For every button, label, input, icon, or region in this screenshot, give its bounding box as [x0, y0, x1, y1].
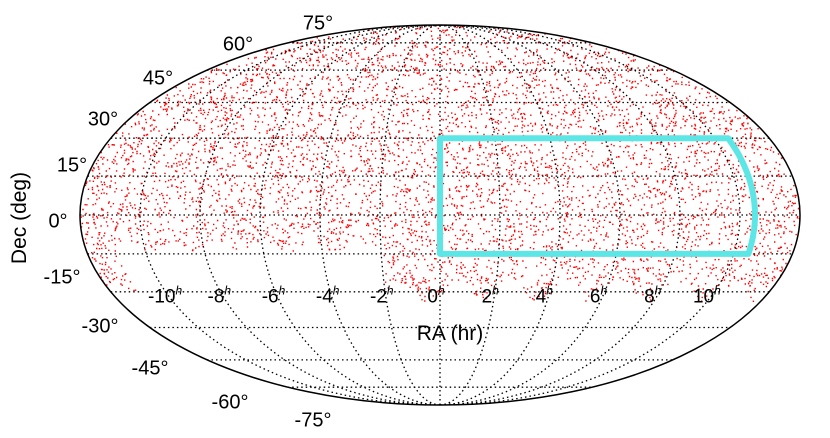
x-axis-title: RA (hr): [417, 322, 484, 345]
coordinate-grid: [80, 25, 800, 405]
dec-tick-labels: 75° 60° 45° 30° 15° 0° -15° -30° -45° -60° -75°: [44, 12, 334, 431]
dec-tick-label: -60°: [212, 391, 249, 413]
ra-tick-label: 4h: [536, 284, 554, 308]
dec-tick-label: 30°: [88, 108, 118, 130]
ra-tick-label: 10h: [693, 284, 721, 308]
dec-tick-label: 60°: [223, 33, 253, 55]
survey-footprint: [437, 135, 758, 257]
ra-tick-label: -10h: [148, 284, 182, 308]
ra-tick-label: 0h: [427, 284, 445, 308]
ra-tick-label: -4h: [316, 284, 340, 308]
ra-tick-label: -6h: [262, 284, 286, 308]
footprint-outline: [437, 135, 758, 257]
dec-tick-label: 15°: [57, 154, 87, 176]
meridian-line: [199, 25, 441, 405]
y-axis-title: Dec (deg): [8, 172, 31, 264]
dec-tick-label: -45°: [132, 357, 169, 379]
meridian-line: [439, 25, 501, 405]
dec-tick-label: 45°: [143, 67, 173, 89]
ra-tick-label: 2h: [482, 284, 500, 308]
dec-tick-label: 75°: [303, 12, 333, 34]
dec-tick-label: -75°: [295, 409, 332, 431]
dec-tick-label: 0°: [48, 210, 67, 232]
ra-tick-label: -2h: [370, 284, 394, 308]
ra-tick-label: -8h: [208, 284, 232, 308]
dec-tick-label: -15°: [44, 266, 81, 288]
meridian-line: [379, 25, 441, 405]
ra-tick-label: 8h: [644, 284, 662, 308]
ra-tick-label: 6h: [590, 284, 608, 308]
ra-tick-labels: -10h -8h -6h -4h -2h 0h 2h 4h 6h 8h 10h: [148, 284, 721, 308]
meridian-line: [439, 25, 681, 405]
map-border: [79, 24, 801, 406]
dec-tick-label: -30°: [82, 315, 119, 337]
